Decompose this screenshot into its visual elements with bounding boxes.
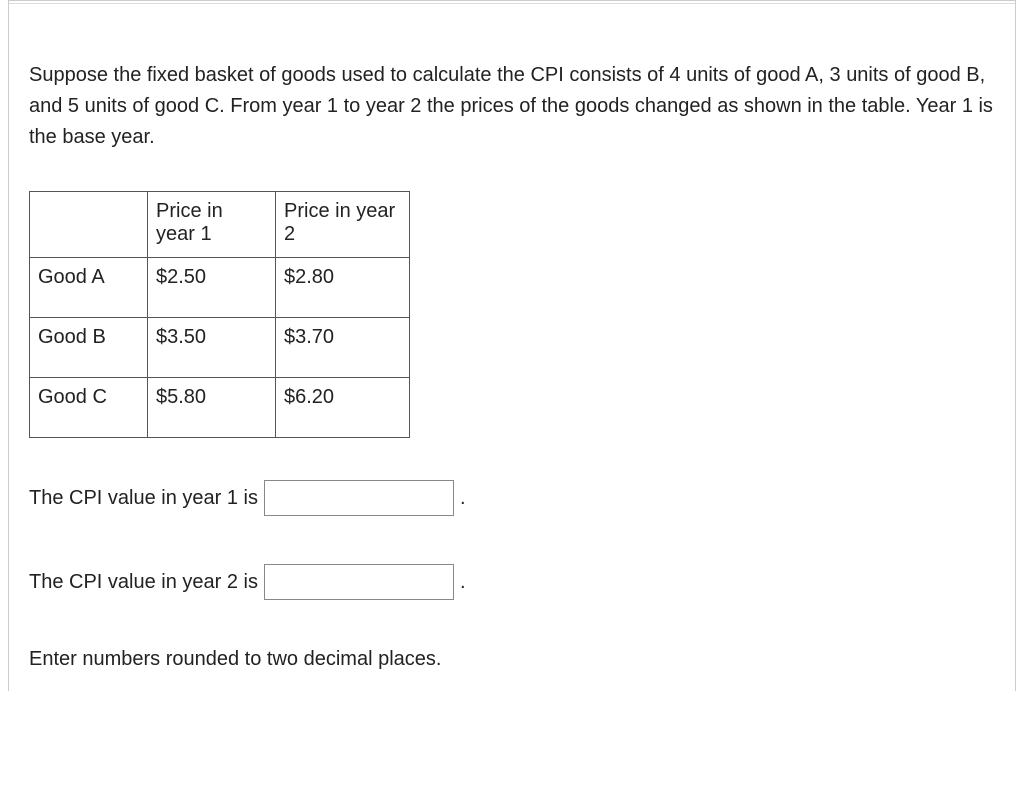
- cell-year1: $3.50: [148, 318, 276, 378]
- answer-year-1-label: The CPI value in year 1 is: [29, 487, 258, 510]
- table-row: Good A $2.50 $2.80: [30, 258, 410, 318]
- cpi-year-2-input[interactable]: [264, 564, 454, 600]
- table-row: Good B $3.50 $3.70: [30, 318, 410, 378]
- cell-year1: $5.80: [148, 378, 276, 438]
- row-label: Good B: [30, 318, 148, 378]
- cell-year1: $2.50: [148, 258, 276, 318]
- table-header-row: Price in year 1 Price in year 2: [30, 192, 410, 258]
- question-body: Suppose the fixed basket of goods used t…: [9, 3, 1015, 691]
- cell-year2: $6.20: [276, 378, 410, 438]
- period: .: [460, 487, 466, 510]
- answer-year-2-label: The CPI value in year 2 is: [29, 571, 258, 594]
- table-row: Good C $5.80 $6.20: [30, 378, 410, 438]
- header-blank: [30, 192, 148, 258]
- period: .: [460, 571, 466, 594]
- cpi-year-1-input[interactable]: [264, 480, 454, 516]
- rounding-instruction: Enter numbers rounded to two decimal pla…: [29, 648, 995, 671]
- answer-year-1: The CPI value in year 1 is .: [29, 480, 995, 516]
- answer-year-2: The CPI value in year 2 is .: [29, 564, 995, 600]
- row-label: Good A: [30, 258, 148, 318]
- question-intro: Suppose the fixed basket of goods used t…: [29, 60, 995, 153]
- header-price-year-1: Price in year 1: [148, 192, 276, 258]
- row-label: Good C: [30, 378, 148, 438]
- price-table: Price in year 1 Price in year 2 Good A $…: [29, 191, 410, 438]
- cell-year2: $2.80: [276, 258, 410, 318]
- question-panel: Suppose the fixed basket of goods used t…: [8, 0, 1016, 691]
- cell-year2: $3.70: [276, 318, 410, 378]
- header-price-year-2: Price in year 2: [276, 192, 410, 258]
